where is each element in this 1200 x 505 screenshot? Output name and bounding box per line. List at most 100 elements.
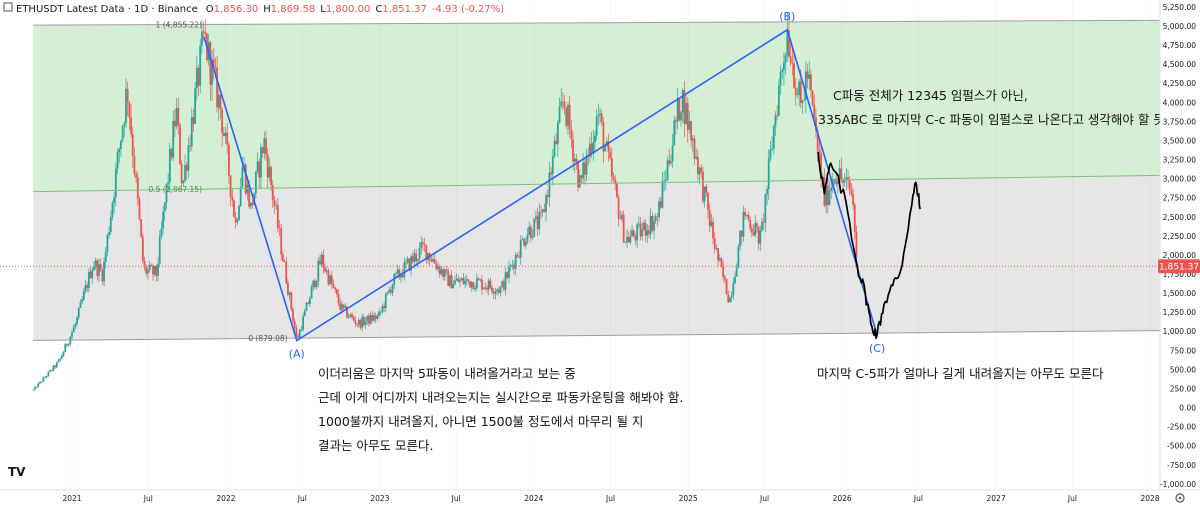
candle [236,217,239,225]
x-tick-label: 2028 [1140,494,1159,503]
annotation-line: 335ABC 로 마지막 C-c 파동이 임펄스로 나온다고 생각해야 할 듯 [818,112,1165,127]
candle [442,267,445,281]
candle [673,115,676,146]
candle [405,258,407,270]
candle [762,213,765,231]
candle [642,219,645,232]
candle [266,147,269,188]
candle [767,149,770,200]
candle [524,237,527,249]
candle [411,251,414,264]
candle [415,248,418,265]
candle [556,119,559,157]
symbol-title[interactable]: ETHUSDT Latest Data · 1D · Binance [16,4,198,15]
time-scale[interactable] [0,490,1200,505]
candle [577,159,580,192]
candle [666,156,669,182]
candle [707,192,709,219]
candle [121,124,124,143]
candle [481,274,483,295]
candle [330,270,333,290]
candle [568,95,571,138]
candle [369,312,372,326]
candle [62,350,65,357]
wave-label: (A) [289,347,305,360]
candle [312,280,315,291]
elliott-wave-path [203,28,878,342]
candle [109,210,112,236]
candle [664,169,667,190]
candle [745,214,748,218]
candle [793,50,795,89]
candle [39,381,41,385]
x-tick-label: 2022 [216,494,235,503]
y-tick-label: 3,750.00 [1163,117,1197,126]
candle [580,175,583,185]
x-tick-label: Jul [759,494,769,503]
y-tick-label: -1,000.00 [1160,480,1196,489]
channel-line [33,329,1176,341]
candle [373,312,375,322]
candle [772,124,775,155]
candle [766,186,768,206]
candle [558,97,561,124]
candle [565,107,568,129]
candle [99,258,102,273]
candle [563,95,566,116]
candle [305,302,308,312]
candle [496,288,499,296]
tradingview-logo-icon[interactable]: TV [8,465,26,479]
candle [314,278,316,290]
candle [364,316,367,329]
y-tick-label: 4,750.00 [1163,41,1197,50]
candle [447,267,450,287]
candle [727,290,730,304]
candle [713,232,716,254]
candle [740,230,743,245]
candle [143,256,146,271]
candle [686,97,689,143]
candle [639,217,642,241]
candle [572,131,574,171]
candle [276,198,279,233]
candle [497,286,500,295]
y-tick-label: 0.00 [1179,404,1196,413]
candle [308,296,311,308]
candle [533,218,536,238]
candle [437,261,439,273]
candle [300,325,303,332]
candle [376,313,379,321]
candle [384,292,387,313]
candle [475,273,478,291]
candle [781,67,784,79]
candle [853,202,856,240]
candle [116,148,119,175]
candle [641,222,644,241]
candle [575,153,578,170]
candle [448,274,451,288]
candle [251,198,254,210]
candle [585,148,588,181]
candle [261,146,264,158]
candle [229,175,232,206]
candle [244,163,247,196]
candle [445,266,448,275]
candle [654,213,657,224]
candle [268,157,271,182]
candle [133,147,136,178]
candle [319,254,321,265]
candle [637,216,640,229]
settings-gear-icon[interactable] [1175,493,1185,503]
candle [420,235,423,255]
price-scale[interactable] [1160,0,1200,490]
candle [450,270,453,289]
candle [270,165,272,192]
candle [354,316,357,327]
candle [130,104,132,138]
candle [594,130,596,153]
candle [602,117,605,164]
x-tick-label: Jul [297,494,307,503]
candle [185,162,188,181]
candle [535,210,537,223]
